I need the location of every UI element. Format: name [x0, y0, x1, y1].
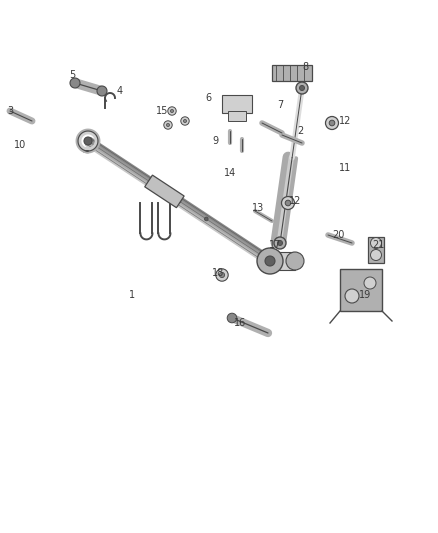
Text: 13: 13 [252, 203, 264, 213]
Text: 17: 17 [269, 240, 281, 250]
Text: 1: 1 [129, 290, 135, 300]
Text: 11: 11 [339, 163, 351, 173]
Text: 16: 16 [234, 318, 246, 328]
Ellipse shape [181, 117, 189, 125]
Ellipse shape [166, 124, 170, 127]
Text: 7: 7 [277, 100, 283, 110]
Ellipse shape [164, 121, 172, 129]
Bar [228, 111, 246, 121]
Text: 6: 6 [205, 93, 211, 103]
Ellipse shape [345, 289, 359, 303]
Bar [222, 95, 252, 113]
Bar [340, 269, 382, 311]
Text: 8: 8 [302, 62, 308, 72]
Ellipse shape [296, 82, 308, 94]
Bar [368, 237, 384, 263]
Bar [145, 175, 184, 208]
Ellipse shape [227, 313, 237, 323]
Ellipse shape [274, 237, 286, 249]
Text: 18: 18 [212, 268, 224, 278]
Text: 19: 19 [359, 290, 371, 300]
Ellipse shape [170, 109, 173, 112]
Text: 2: 2 [297, 126, 303, 136]
Text: 15: 15 [156, 106, 168, 116]
Ellipse shape [285, 200, 291, 206]
Bar [272, 65, 312, 81]
Text: 9: 9 [212, 136, 218, 146]
Text: 5: 5 [69, 70, 75, 80]
Ellipse shape [325, 117, 339, 130]
Ellipse shape [97, 86, 107, 96]
Text: 14: 14 [224, 168, 236, 178]
Text: 4: 4 [117, 86, 123, 96]
Ellipse shape [168, 107, 176, 115]
Text: 12: 12 [339, 116, 351, 126]
Ellipse shape [300, 85, 304, 91]
Ellipse shape [70, 78, 80, 88]
Ellipse shape [177, 199, 181, 203]
Text: 20: 20 [332, 230, 344, 240]
Ellipse shape [278, 240, 283, 246]
Text: 10: 10 [14, 140, 26, 150]
Ellipse shape [257, 248, 283, 274]
Ellipse shape [216, 269, 228, 281]
Bar [270, 252, 295, 270]
Ellipse shape [184, 119, 187, 123]
Text: 3: 3 [7, 106, 13, 116]
Text: 12: 12 [289, 196, 301, 206]
Ellipse shape [286, 252, 304, 270]
Ellipse shape [282, 197, 294, 209]
Ellipse shape [205, 217, 208, 221]
Text: 21: 21 [372, 240, 384, 250]
Ellipse shape [371, 238, 381, 248]
Ellipse shape [371, 249, 381, 261]
Ellipse shape [219, 272, 225, 278]
Ellipse shape [84, 137, 92, 145]
Ellipse shape [364, 277, 376, 289]
Ellipse shape [150, 181, 153, 185]
Ellipse shape [329, 120, 335, 126]
Ellipse shape [265, 256, 275, 266]
